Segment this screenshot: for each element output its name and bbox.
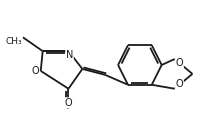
Text: O: O <box>31 66 39 76</box>
Text: N: N <box>66 50 73 60</box>
Text: O: O <box>176 79 183 89</box>
Text: CH₃: CH₃ <box>5 37 22 46</box>
Text: O: O <box>65 98 72 108</box>
Text: O: O <box>176 58 183 68</box>
